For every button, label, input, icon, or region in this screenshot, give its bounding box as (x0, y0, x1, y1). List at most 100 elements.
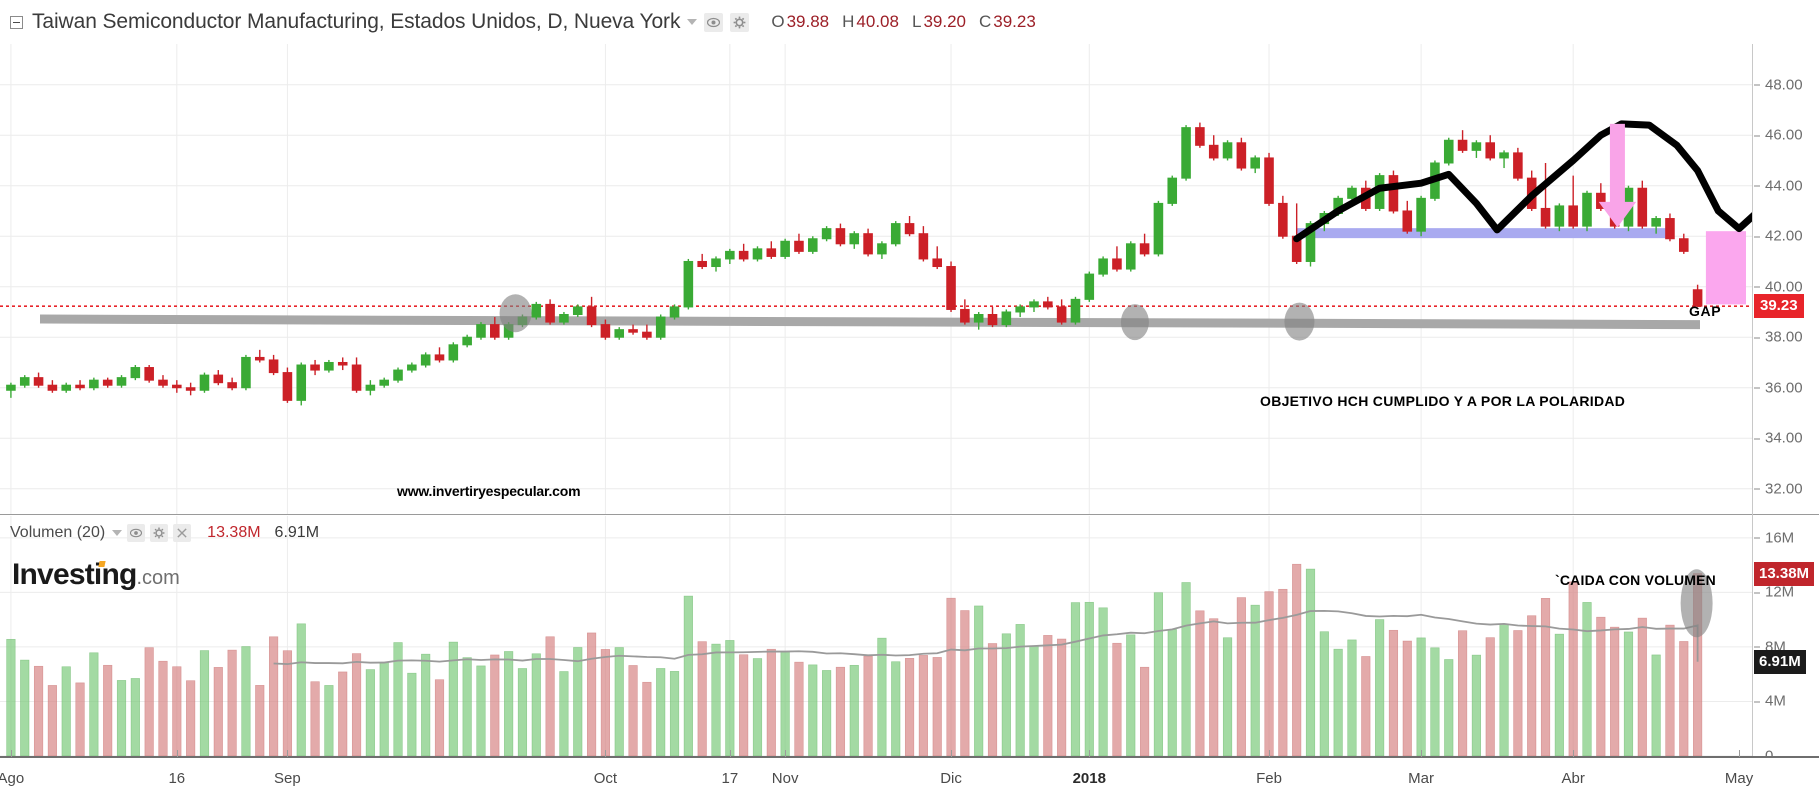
symbol-title: Taiwan Semiconductor Manufacturing, Esta… (32, 10, 681, 33)
volume-bar (697, 641, 707, 756)
volume-bar (269, 636, 279, 756)
logo-accent-dot (98, 561, 106, 567)
volume-bar (1596, 616, 1606, 756)
last-price-badge: 39.23 (1754, 294, 1804, 319)
eye-icon[interactable] (704, 12, 724, 32)
volume-bar (545, 636, 555, 756)
volume-bar (172, 666, 182, 756)
time-tick-label: Sep (274, 770, 301, 787)
volume-tick: 12M (1752, 584, 1794, 601)
volume-bar (1527, 615, 1537, 756)
time-tick-label: May (1724, 770, 1754, 787)
time-tick-mark (605, 750, 607, 757)
gear-icon[interactable] (730, 12, 750, 32)
volume-bar (1361, 656, 1371, 756)
time-tick-mark (785, 750, 787, 757)
volume-bar (1153, 592, 1164, 756)
volume-bar (1513, 630, 1523, 756)
volume-bar (144, 647, 154, 756)
volume-bar (946, 597, 956, 756)
volume-bar (559, 671, 569, 756)
collapse-box-icon[interactable] (10, 15, 23, 29)
volume-bar (116, 680, 127, 756)
eye-icon[interactable] (127, 524, 146, 542)
price-chart-panel[interactable] (0, 14, 1752, 514)
volume-bar (1015, 624, 1025, 756)
price-tick: 40.00 (1752, 278, 1803, 295)
volume-bar (1554, 633, 1564, 756)
time-axis[interactable]: Ago 16 Sep Oct 17 Nov Dic 2018 Feb Mar Abr May (0, 750, 1819, 804)
ohlc-label-h: H (842, 12, 855, 31)
volume-bar (6, 638, 16, 756)
time-tick-label: Mar (1408, 770, 1435, 787)
volume-bar (1375, 619, 1385, 756)
price-tick: 46.00 (1752, 127, 1803, 144)
ohlc-value-h: 40.08 (856, 12, 899, 31)
volume-bar (1665, 624, 1675, 756)
volume-bar (1444, 659, 1454, 756)
volume-bar (1305, 568, 1316, 756)
time-tick-label: Dic (940, 770, 962, 787)
volume-average-badge: 6.91M (1754, 649, 1806, 674)
volume-bar (891, 661, 901, 756)
price-tick: 36.00 (1752, 379, 1803, 396)
volume-bar (586, 632, 597, 756)
price-tick: 34.00 (1752, 430, 1803, 447)
gear-icon[interactable] (150, 524, 169, 542)
volume-bar (531, 653, 541, 756)
volume-bar (310, 681, 320, 756)
volume-bar (1222, 637, 1233, 756)
time-tick-label: 16 (168, 770, 186, 787)
time-tick-mark (1089, 750, 1091, 757)
volume-bar (877, 637, 887, 756)
volume-indicator-name: Volumen (20) (10, 524, 106, 541)
time-tick-label: Ago (0, 770, 25, 787)
volume-bar (1264, 591, 1274, 756)
chevron-down-icon[interactable] (112, 530, 123, 536)
volume-bar (1540, 598, 1551, 756)
volume-bar (476, 665, 486, 756)
volume-bar (863, 655, 873, 756)
volume-bar (739, 654, 749, 756)
volume-bar (656, 668, 666, 756)
objective-annotation: OBJETIVO HCH CUMPLIDO Y A POR LA POLARID… (1260, 393, 1626, 409)
volume-bar (448, 641, 458, 756)
volume-bar (835, 666, 846, 756)
volume-bar (407, 672, 417, 756)
volume-bar (573, 647, 583, 756)
volume-bar (1693, 573, 1703, 756)
price-axis[interactable]: 50.0048.0046.0044.0042.0040.0038.0036.00… (1752, 14, 1819, 514)
ohlc-label-l: L (911, 12, 922, 31)
volume-bar (987, 643, 998, 756)
volume-bar (1416, 637, 1426, 756)
volume-bar (1388, 629, 1399, 756)
time-tick-label: Feb (1256, 770, 1282, 787)
volume-bar (421, 653, 431, 756)
volume-bar (822, 670, 832, 756)
brand-text: Investing (12, 558, 137, 591)
chevron-down-icon[interactable] (687, 19, 698, 25)
volume-bar (89, 652, 99, 756)
volume-bar (1347, 639, 1357, 756)
close-icon[interactable] (173, 524, 192, 542)
price-tick: 42.00 (1752, 228, 1803, 245)
chart-header: Taiwan Semiconductor Manufacturing, Esta… (0, 0, 1819, 44)
volume-bar (1582, 602, 1592, 756)
volume-bar (1610, 626, 1620, 756)
volume-tick: 4M (1752, 693, 1786, 710)
volume-bar (75, 682, 85, 756)
volume-bar (1250, 604, 1260, 756)
volume-bar (932, 657, 942, 756)
highlight-ellipse (499, 294, 532, 333)
volume-bar (1679, 641, 1689, 756)
gap-zone (1705, 231, 1746, 305)
volume-chart-panel[interactable] (0, 516, 1752, 756)
ohlc-label-c: C (978, 12, 992, 31)
volume-bar (1651, 654, 1661, 756)
time-tick-label: Nov (771, 770, 799, 787)
volume-bar (1637, 617, 1647, 756)
volume-bar (1126, 634, 1136, 756)
volume-bar (227, 649, 237, 756)
volume-bar (324, 685, 334, 756)
